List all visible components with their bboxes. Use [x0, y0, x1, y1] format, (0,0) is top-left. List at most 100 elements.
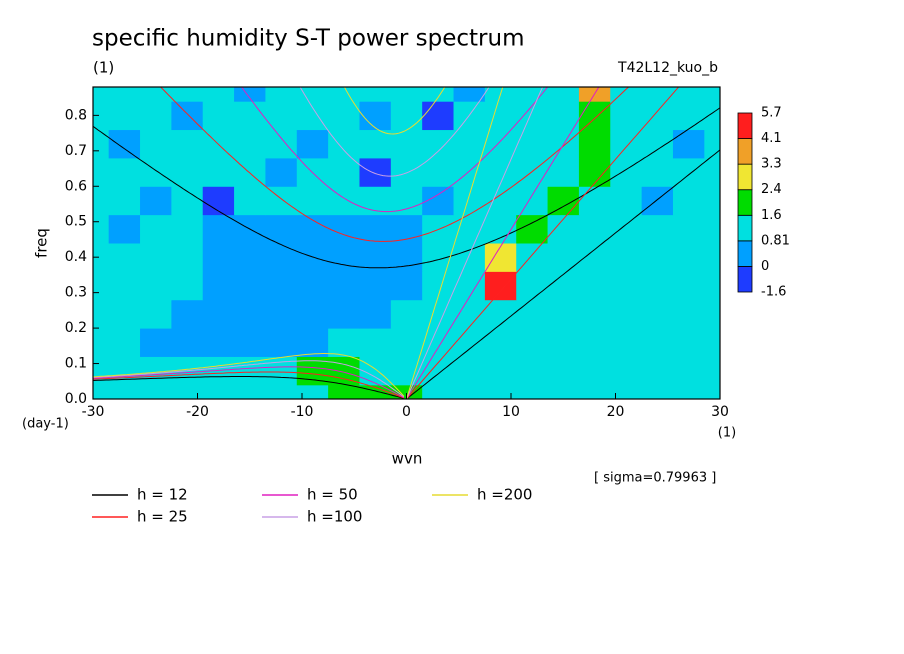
field-cell — [422, 129, 455, 159]
field-cell — [484, 214, 517, 244]
field-cell — [171, 299, 204, 329]
field-cell — [296, 384, 329, 399]
field-cell — [704, 299, 720, 329]
run-label: T42L12_kuo_b — [617, 60, 718, 76]
field-cell — [171, 129, 204, 159]
field-cell — [547, 328, 580, 357]
field-cell — [359, 384, 392, 399]
field-cell — [547, 243, 580, 272]
field-cell — [234, 186, 266, 216]
colorbar-label: -1.6 — [761, 285, 786, 300]
dispersion-curve — [93, 376, 405, 399]
field-cell — [108, 299, 141, 329]
field-cell — [422, 356, 455, 386]
field-cell — [453, 328, 486, 357]
y-tick-label: 0.1 — [65, 356, 87, 372]
field-cell — [171, 87, 204, 102]
dispersion-curve — [406, 87, 680, 399]
field-cell — [328, 214, 360, 244]
field-cell — [641, 271, 674, 301]
field-cell — [93, 328, 110, 357]
field-cell — [578, 129, 611, 159]
field-cell — [516, 384, 549, 399]
field-cell — [453, 157, 486, 187]
field-cell — [672, 101, 705, 131]
field-cell — [672, 87, 705, 102]
field-cell — [296, 101, 329, 131]
colorbar-box — [737, 266, 753, 293]
field-cell — [547, 101, 580, 131]
field-cell — [547, 157, 580, 187]
field-cell — [422, 157, 455, 187]
field-cell — [547, 299, 580, 329]
field-cell — [672, 129, 705, 159]
field-cell — [140, 157, 172, 187]
field-cell — [516, 299, 549, 329]
field-cell — [328, 271, 360, 301]
field-cell — [108, 157, 141, 187]
x-tick-label: 30 — [711, 404, 729, 420]
field-cell — [202, 186, 235, 216]
field-cell — [641, 299, 674, 329]
field-cell — [296, 271, 329, 301]
colorbar-box — [737, 112, 753, 139]
field-cell — [516, 214, 549, 244]
field-cell — [328, 299, 360, 329]
field-cell — [234, 87, 266, 102]
colorbar-box — [737, 163, 753, 191]
dispersion-curve — [93, 371, 405, 399]
y-tick-label: 0.3 — [65, 285, 87, 301]
field-cell — [328, 87, 360, 102]
field-cell — [171, 328, 204, 357]
y-tick-label: 0.7 — [65, 143, 87, 159]
field-cell — [672, 356, 705, 386]
field-cell — [516, 356, 549, 386]
field-cell — [202, 271, 235, 301]
field-cell — [422, 243, 455, 272]
y-tick-label: 0.2 — [65, 320, 87, 336]
field-cell — [202, 157, 235, 187]
field-cell — [265, 157, 298, 187]
field-cell — [704, 356, 720, 386]
field-cell — [422, 299, 455, 329]
field-cell — [422, 101, 455, 131]
field-cell — [672, 186, 705, 216]
field-cell — [359, 271, 392, 301]
y-tick-label: 0.5 — [65, 214, 87, 230]
field-cell — [171, 157, 204, 187]
field-cell — [672, 299, 705, 329]
dispersion-curve — [93, 360, 405, 398]
field-cell — [704, 87, 720, 102]
field-cell — [328, 356, 360, 386]
field-cell — [641, 214, 674, 244]
x-tick-label: -30 — [82, 404, 105, 420]
field-cell — [234, 384, 266, 399]
field-cell — [108, 101, 141, 131]
field-cell — [234, 328, 266, 357]
field-cell — [547, 384, 580, 399]
colorbar-label: 0.81 — [761, 233, 790, 248]
field-cell — [296, 299, 329, 329]
field-cell — [265, 243, 298, 272]
field-cell — [641, 356, 674, 386]
field-cell — [453, 186, 486, 216]
field-cell — [547, 271, 580, 301]
field-cell — [610, 214, 643, 244]
field-cell — [422, 214, 455, 244]
dispersion-curve — [159, 87, 630, 242]
field-cell — [328, 384, 360, 399]
field-cell — [610, 186, 643, 216]
field-cell — [641, 87, 674, 102]
field-cell — [516, 328, 549, 357]
field-cell — [547, 87, 580, 102]
x-tick-label: -20 — [186, 404, 209, 420]
field-cell — [578, 328, 611, 357]
field-cell — [108, 243, 141, 272]
field-cell — [484, 271, 517, 301]
field-cell — [93, 243, 110, 272]
field-cell — [359, 328, 392, 357]
field-cell — [390, 356, 423, 386]
field-cell — [140, 101, 172, 131]
field-cell — [422, 384, 455, 399]
y-tick-label: 0.0 — [65, 391, 87, 407]
